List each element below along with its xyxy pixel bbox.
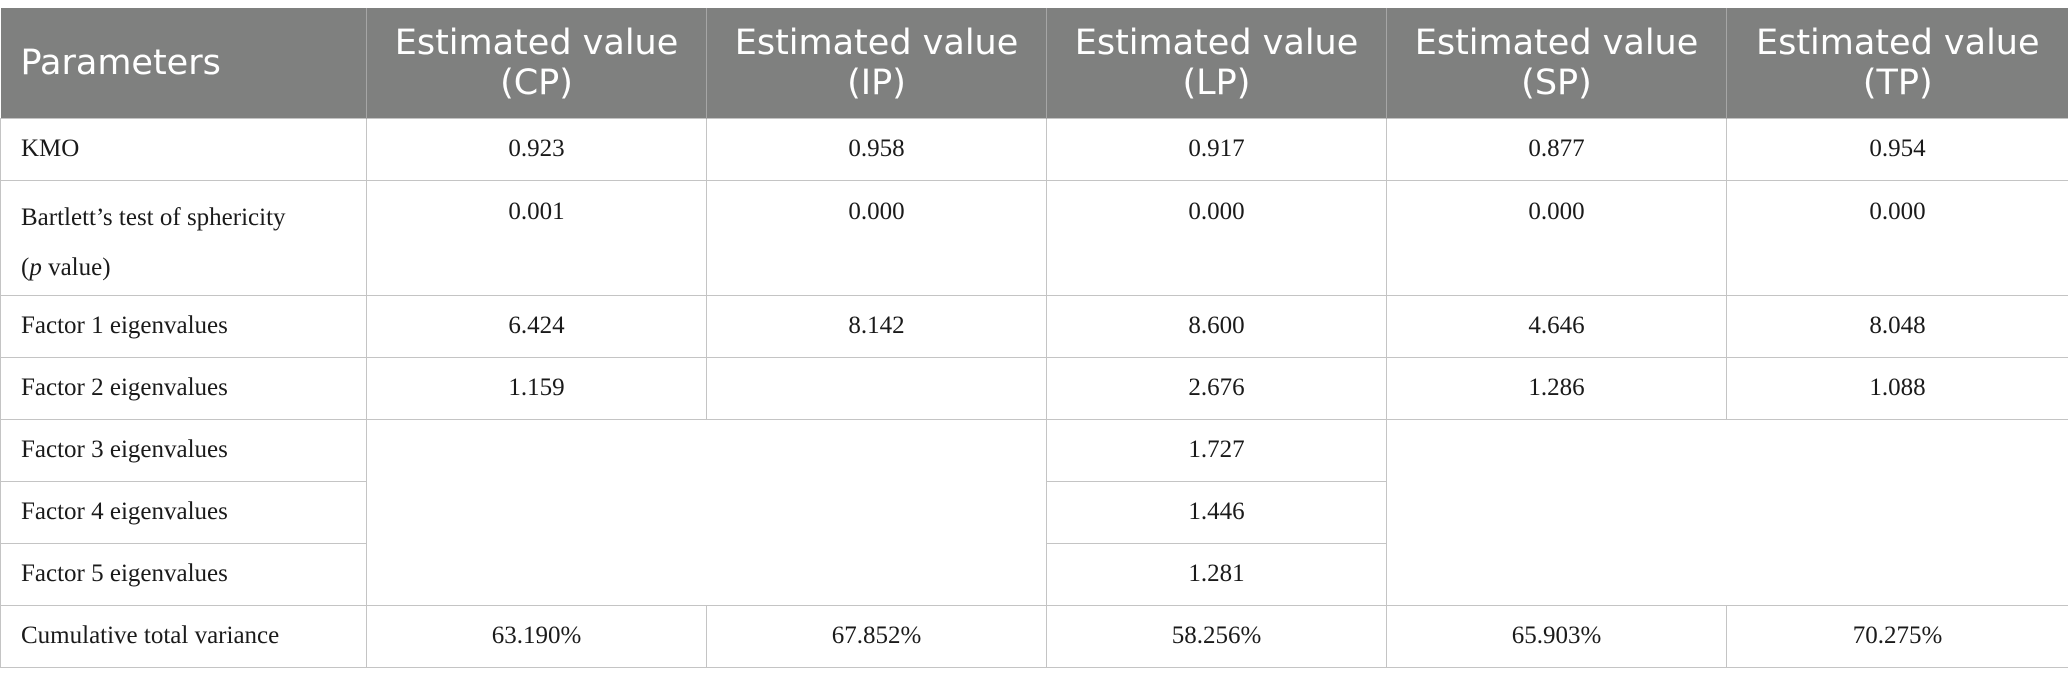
cell-lp: 0.000 xyxy=(1046,180,1387,296)
empty-merged-cell-right xyxy=(1386,419,2068,606)
row-label-rest: value) xyxy=(41,254,111,281)
cell-tp: 8.048 xyxy=(1726,295,2068,358)
cell-lp: 1.727 xyxy=(1046,419,1387,482)
header-sp-line1: Estimated value xyxy=(1414,23,1699,63)
row-label-p: p xyxy=(29,254,42,281)
table-body: KMO 0.923 0.958 0.917 0.877 0.954 Bartle… xyxy=(0,118,2068,668)
header-tp-line2: (TP) xyxy=(1862,63,1933,103)
cell-lp: 1.446 xyxy=(1046,481,1387,544)
table-row-factor4: Factor 4 eigenvalues 1.446 xyxy=(0,481,2068,544)
row-label-open: ( xyxy=(21,254,30,281)
header-sp-line2: (SP) xyxy=(1521,63,1592,103)
row-label-line1: Bartlett’s test of sphericity xyxy=(21,204,286,231)
empty-merged-cell-left xyxy=(366,419,1047,606)
header-tp-line1: Estimated value xyxy=(1755,23,2040,63)
cell-cp: 0.923 xyxy=(366,118,707,181)
cell-sp: 0.877 xyxy=(1386,118,1727,181)
cell-tp: 0.954 xyxy=(1726,118,2068,181)
header-lp: Estimated value (LP) xyxy=(1046,8,1387,119)
cell-tp: 1.088 xyxy=(1726,357,2068,420)
header-ip-line2: (IP) xyxy=(847,63,906,103)
table-row-kmo: KMO 0.923 0.958 0.917 0.877 0.954 xyxy=(0,118,2068,181)
row-label: Factor 4 eigenvalues xyxy=(0,481,367,544)
cell-ip: 8.142 xyxy=(706,295,1047,358)
cell-cp: 1.159 xyxy=(366,357,707,420)
cell-ip xyxy=(706,357,1047,420)
cell-sp: 4.646 xyxy=(1386,295,1727,358)
table-header: Parameters Estimated value (CP) Estimated… xyxy=(0,8,2068,119)
cell-ip: 0.000 xyxy=(706,180,1047,296)
header-cp-line1: Estimated value xyxy=(394,23,679,63)
row-label: Factor 2 eigenvalues xyxy=(0,357,367,420)
header-parameters-text: Parameters xyxy=(20,43,221,83)
cell-tp: 70.275% xyxy=(1726,605,2068,668)
header-sp: Estimated value (SP) xyxy=(1386,8,1727,119)
row-label: Cumulative total variance xyxy=(0,605,367,668)
cell-cp: 0.001 xyxy=(366,180,707,296)
row-label: KMO xyxy=(0,118,367,181)
results-table: Parameters Estimated value (CP) Estimated… xyxy=(0,8,2068,668)
table-row-factor3: Factor 3 eigenvalues 1.727 xyxy=(0,419,2068,606)
cell-cp: 6.424 xyxy=(366,295,707,358)
table-row-factor5: Factor 5 eigenvalues 1.281 xyxy=(0,543,2068,606)
row-label: Factor 1 eigenvalues xyxy=(0,295,367,358)
cell-cp: 63.190% xyxy=(366,605,707,668)
header-lp-line1: Estimated value xyxy=(1074,23,1359,63)
cell-lp: 0.917 xyxy=(1046,118,1387,181)
cell-lp: 8.600 xyxy=(1046,295,1387,358)
header-tp: Estimated value (TP) xyxy=(1726,8,2068,119)
cell-sp: 0.000 xyxy=(1386,180,1727,296)
cell-lp: 58.256% xyxy=(1046,605,1387,668)
cell-sp: 65.903% xyxy=(1386,605,1727,668)
table-row-variance: Cumulative total variance 63.190% 67.852… xyxy=(0,605,2068,668)
table-row-factor2: Factor 2 eigenvalues 1.159 2.676 1.286 1… xyxy=(0,357,2068,420)
cell-lp: 1.281 xyxy=(1046,543,1387,606)
cell-ip: 0.958 xyxy=(706,118,1047,181)
header-ip: Estimated value (IP) xyxy=(706,8,1047,119)
header-row: Parameters Estimated value (CP) Estimated… xyxy=(0,8,2068,119)
header-cp-line2: (CP) xyxy=(500,63,573,103)
table-row-factor1: Factor 1 eigenvalues 6.424 8.142 8.600 4… xyxy=(0,295,2068,358)
header-ip-line1: Estimated value xyxy=(734,23,1019,63)
header-cp: Estimated value (CP) xyxy=(366,8,707,119)
cell-sp: 1.286 xyxy=(1386,357,1727,420)
cell-lp: 2.676 xyxy=(1046,357,1387,420)
cell-ip: 67.852% xyxy=(706,605,1047,668)
row-label: Factor 3 eigenvalues xyxy=(0,419,367,482)
table-row-bartlett: Bartlett’s test of sphericity (p value) 0… xyxy=(0,180,2068,296)
row-label: Bartlett’s test of sphericity (p value) xyxy=(0,180,367,296)
header-parameters: Parameters xyxy=(0,8,367,119)
row-label: Factor 5 eigenvalues xyxy=(0,543,367,606)
header-lp-line2: (LP) xyxy=(1182,63,1251,103)
cell-tp: 0.000 xyxy=(1726,180,2068,296)
